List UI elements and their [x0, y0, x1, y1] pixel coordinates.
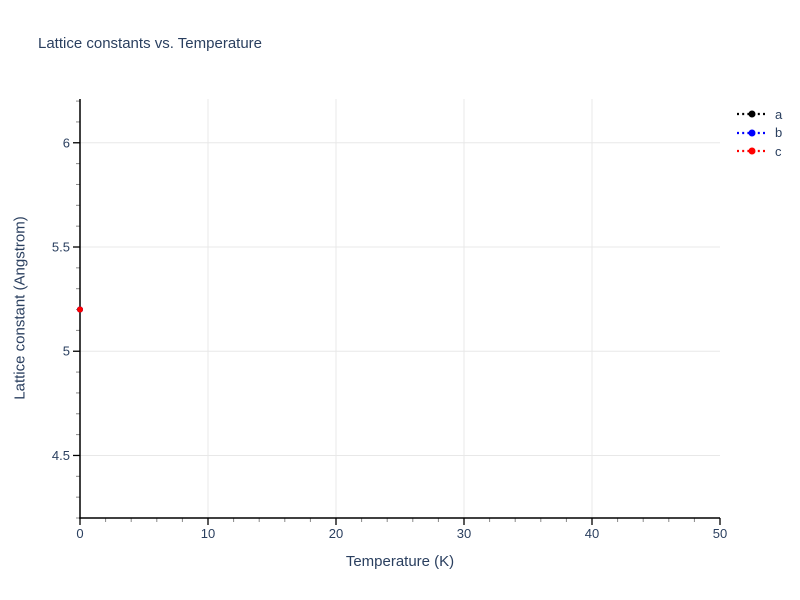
- x-tick-label: 10: [201, 526, 215, 541]
- legend-line-sample: [737, 147, 767, 155]
- chart-title: Lattice constants vs. Temperature: [38, 35, 263, 52]
- x-tick-label: 50: [713, 526, 727, 541]
- legend-label: a: [775, 106, 783, 122]
- y-axis-title: Lattice constant (Angstrom): [11, 216, 29, 400]
- x-tick-label: 30: [457, 526, 471, 541]
- y-tick-label: 5.5: [52, 240, 70, 255]
- legend-line-sample: [737, 129, 767, 137]
- x-axis-title: Temperature (K): [345, 553, 455, 570]
- y-tick-label: 4.5: [52, 448, 70, 463]
- y-tick-label: 5: [63, 344, 70, 359]
- x-tick-label: 0: [76, 526, 83, 541]
- legend-label: c: [775, 143, 782, 159]
- legend-label: b: [775, 125, 783, 141]
- legend-marker: [748, 129, 756, 137]
- legend-item-c[interactable]: c: [736, 142, 782, 161]
- x-tick-label: 40: [585, 526, 599, 541]
- x-tick-label: 20: [329, 526, 343, 541]
- legend-marker: [748, 110, 756, 118]
- legend-line-sample: [737, 110, 767, 118]
- data-point-c: [77, 306, 83, 313]
- legend-marker: [748, 147, 756, 155]
- y-tick-label: 6: [63, 135, 70, 150]
- legend-item-a[interactable]: a: [736, 105, 782, 124]
- legend-item-b[interactable]: b: [736, 124, 782, 143]
